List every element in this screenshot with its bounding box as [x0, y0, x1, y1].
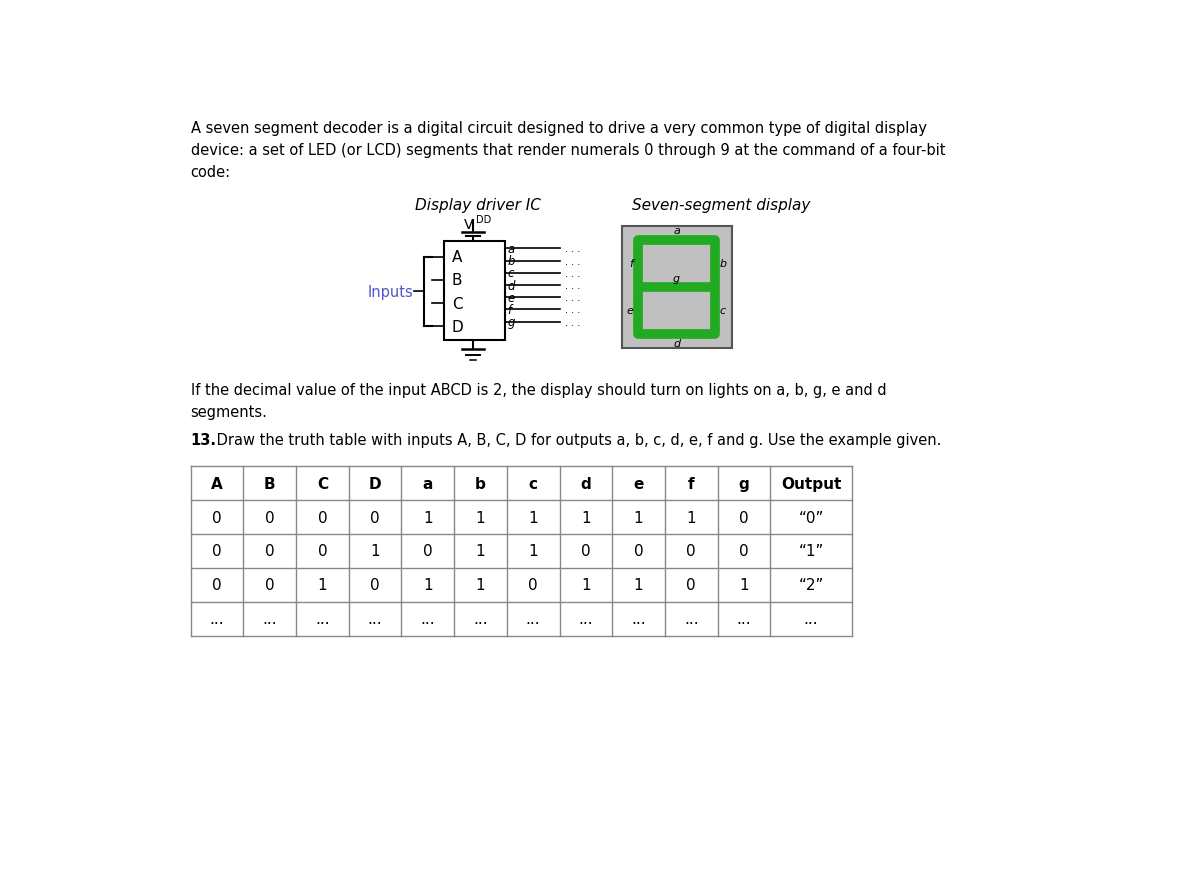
- Text: 1: 1: [423, 510, 432, 525]
- Text: 0: 0: [687, 544, 696, 559]
- Text: V: V: [464, 217, 474, 232]
- Text: ...: ...: [368, 611, 382, 626]
- Text: 0: 0: [687, 578, 696, 593]
- Text: 0: 0: [212, 578, 221, 593]
- Text: ...: ...: [263, 611, 277, 626]
- Text: . . .: . . .: [565, 293, 580, 303]
- Text: 1: 1: [528, 544, 538, 559]
- Text: 1: 1: [528, 510, 538, 525]
- Text: Display driver IC: Display driver IC: [416, 197, 541, 212]
- Text: 0: 0: [528, 578, 538, 593]
- Text: A seven segment decoder is a digital circuit designed to drive a very common typ: A seven segment decoder is a digital cir…: [191, 121, 927, 136]
- Text: 0: 0: [317, 510, 327, 525]
- Text: ...: ...: [631, 611, 646, 626]
- Text: 0: 0: [739, 544, 748, 559]
- Text: C: C: [317, 476, 328, 491]
- Text: 1: 1: [476, 578, 485, 593]
- Text: 0: 0: [423, 544, 432, 559]
- Text: C: C: [452, 296, 463, 311]
- Text: a: a: [674, 226, 680, 236]
- Text: d: d: [508, 279, 515, 292]
- Text: 0: 0: [265, 544, 275, 559]
- Text: b: b: [508, 255, 515, 267]
- Text: ...: ...: [210, 611, 224, 626]
- Text: B: B: [264, 476, 276, 491]
- Text: If the decimal value of the input ABCD is 2, the display should turn on lights o: If the decimal value of the input ABCD i…: [191, 382, 887, 397]
- Text: “1”: “1”: [798, 544, 824, 559]
- Text: c: c: [508, 267, 514, 280]
- Text: segments.: segments.: [191, 404, 268, 419]
- Bar: [623, 227, 733, 348]
- Text: f: f: [688, 476, 695, 491]
- Text: 0: 0: [212, 510, 221, 525]
- Text: DD: DD: [476, 215, 491, 225]
- Text: f: f: [508, 303, 511, 317]
- Text: 1: 1: [476, 510, 485, 525]
- Text: Inputs: Inputs: [368, 285, 414, 300]
- Text: a: a: [508, 243, 515, 255]
- Text: 1: 1: [687, 510, 696, 525]
- Text: “0”: “0”: [798, 510, 824, 525]
- Text: 0: 0: [371, 510, 380, 525]
- Text: 0: 0: [212, 544, 221, 559]
- Text: A: A: [211, 476, 223, 491]
- Text: ...: ...: [474, 611, 488, 626]
- Text: e: e: [633, 476, 644, 491]
- Text: g: g: [508, 316, 515, 329]
- Text: Output: Output: [780, 476, 841, 491]
- Text: A: A: [452, 250, 462, 265]
- Text: e: e: [508, 291, 515, 304]
- Text: 13.: 13.: [191, 433, 217, 448]
- Text: “2”: “2”: [798, 578, 824, 593]
- Text: b: b: [720, 259, 727, 269]
- Text: . . .: . . .: [565, 244, 580, 254]
- Text: . . .: . . .: [565, 256, 580, 267]
- Text: 1: 1: [581, 578, 591, 593]
- Text: 1: 1: [317, 578, 327, 593]
- Text: D: D: [368, 476, 381, 491]
- Text: c: c: [720, 306, 726, 316]
- Text: 0: 0: [581, 544, 591, 559]
- Text: . . .: . . .: [565, 268, 580, 279]
- Text: ...: ...: [579, 611, 593, 626]
- Text: 0: 0: [371, 578, 380, 593]
- Text: Draw the truth table with inputs A, B, C, D for outputs a, b, c, d, e, f and g. : Draw the truth table with inputs A, B, C…: [212, 433, 941, 448]
- Text: 1: 1: [423, 578, 432, 593]
- Text: 0: 0: [265, 510, 275, 525]
- Text: D: D: [452, 319, 464, 334]
- Text: d: d: [580, 476, 591, 491]
- Text: B: B: [452, 273, 462, 288]
- Text: Seven-segment display: Seven-segment display: [632, 197, 811, 212]
- Text: . . .: . . .: [565, 317, 580, 327]
- Text: 0: 0: [265, 578, 275, 593]
- Text: g: g: [673, 274, 680, 283]
- Text: e: e: [626, 306, 633, 316]
- Text: d: d: [673, 339, 680, 348]
- Text: 1: 1: [371, 544, 380, 559]
- Text: 1: 1: [739, 578, 748, 593]
- Text: device: a set of LED (or LCD) segments that render numerals 0 through 9 at the c: device: a set of LED (or LCD) segments t…: [191, 143, 945, 158]
- Text: f: f: [629, 259, 633, 269]
- Text: a: a: [423, 476, 433, 491]
- Text: c: c: [529, 476, 538, 491]
- Text: b: b: [475, 476, 485, 491]
- Text: 0: 0: [633, 544, 643, 559]
- Text: . . .: . . .: [565, 305, 580, 315]
- Text: ...: ...: [804, 611, 818, 626]
- Text: . . .: . . .: [565, 281, 580, 290]
- Bar: [444, 242, 504, 340]
- Text: ...: ...: [526, 611, 540, 626]
- Text: 1: 1: [633, 510, 643, 525]
- Text: ...: ...: [736, 611, 752, 626]
- Text: 1: 1: [476, 544, 485, 559]
- Text: 1: 1: [633, 578, 643, 593]
- Text: ...: ...: [684, 611, 699, 626]
- Text: 1: 1: [581, 510, 591, 525]
- Text: code:: code:: [191, 165, 231, 180]
- Text: ...: ...: [420, 611, 435, 626]
- Text: 0: 0: [317, 544, 327, 559]
- Text: 0: 0: [739, 510, 748, 525]
- Text: ...: ...: [315, 611, 329, 626]
- Text: g: g: [739, 476, 749, 491]
